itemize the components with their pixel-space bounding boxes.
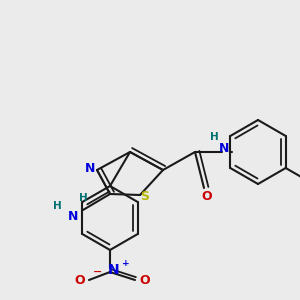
- Text: O: O: [202, 190, 212, 202]
- Text: O: O: [140, 274, 150, 286]
- Text: N: N: [219, 142, 229, 155]
- Text: N: N: [85, 161, 95, 175]
- Text: N: N: [68, 209, 78, 223]
- Text: −: −: [93, 267, 103, 277]
- Text: H: H: [210, 132, 218, 142]
- Text: S: S: [140, 190, 149, 203]
- Text: O: O: [75, 274, 85, 286]
- Text: +: +: [122, 260, 130, 268]
- Text: H: H: [52, 201, 62, 211]
- Text: N: N: [108, 263, 120, 277]
- Text: H: H: [79, 193, 87, 203]
